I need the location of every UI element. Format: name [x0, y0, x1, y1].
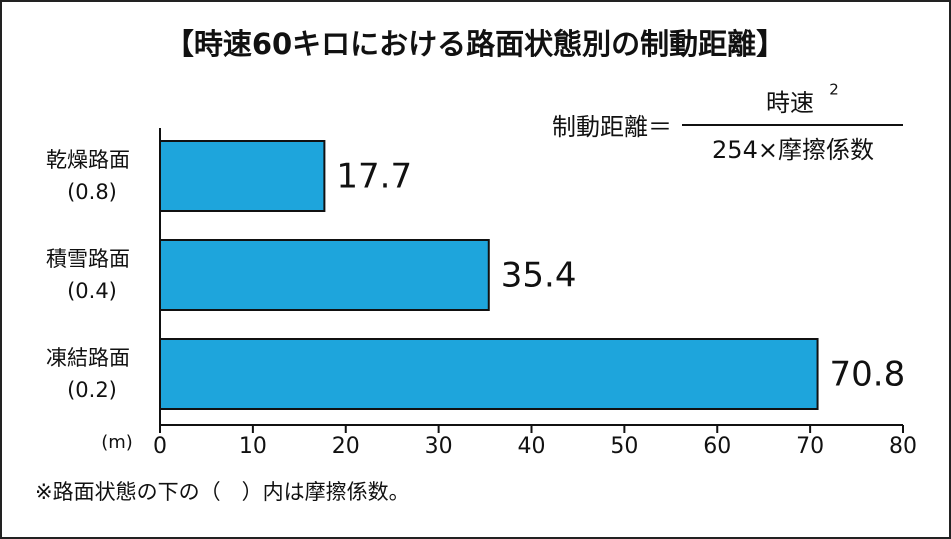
x-tick-label: 60	[703, 434, 731, 459]
chart-title: 【時速60キロにおける路面状態別の制動距離】	[165, 27, 785, 61]
category-label: 乾燥路面	[46, 148, 130, 172]
formula-left: 制動距離＝	[552, 113, 672, 141]
formula-exponent: 2	[829, 81, 839, 99]
category-sublabel: (0.2)	[67, 378, 117, 402]
bar	[159, 239, 490, 311]
value-label: 70.8	[830, 355, 906, 395]
x-unit: (m)	[101, 432, 133, 453]
x-tick-label: 70	[796, 434, 824, 459]
x-tick-label: 20	[332, 434, 360, 459]
note: ※路面状態の下の（ ）内は摩擦係数。	[35, 480, 410, 504]
x-tick-label: 40	[518, 434, 546, 459]
category-sublabel: (0.8)	[67, 180, 117, 204]
x-tick-label: 30	[425, 434, 453, 459]
category-label: 積雪路面	[46, 247, 130, 271]
category-label: 凍結路面	[46, 346, 130, 370]
formula-denominator: 254×摩擦係数	[712, 136, 874, 164]
x-tick-label: 50	[610, 434, 638, 459]
bar	[159, 140, 326, 212]
value-label: 17.7	[336, 157, 412, 197]
bar	[159, 338, 819, 410]
x-tick-label: 0	[153, 434, 167, 459]
category-sublabel: (0.4)	[67, 279, 117, 303]
x-tick-label: 10	[239, 434, 267, 459]
x-tick-label: 80	[889, 434, 917, 459]
value-label: 35.4	[501, 256, 577, 296]
formula-numerator: 時速	[766, 89, 814, 117]
